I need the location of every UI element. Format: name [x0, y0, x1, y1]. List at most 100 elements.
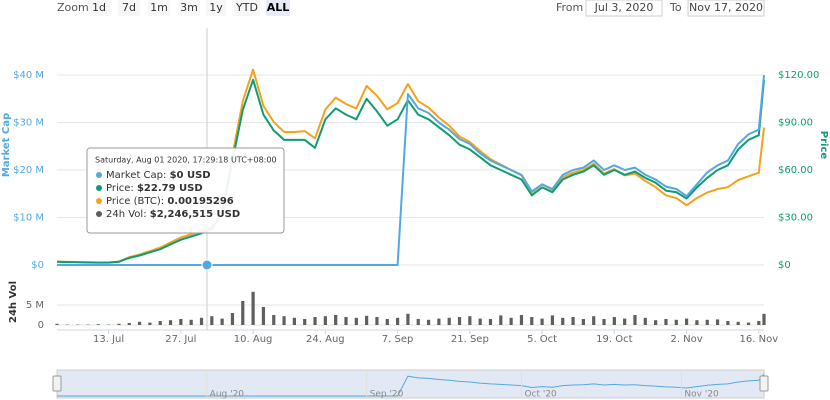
- zoom-button[interactable]: YTD: [234, 0, 260, 16]
- volume-bar: [746, 322, 751, 325]
- volume-bar: [762, 313, 766, 325]
- volume-bar: [220, 318, 224, 325]
- volume-bar: [210, 316, 214, 325]
- zoom-button-bg[interactable]: [88, 0, 110, 16]
- to-value: Nov 17, 2020: [689, 1, 763, 14]
- y2-axis-title: Price: [818, 131, 829, 160]
- zoom-button[interactable]: 3m: [178, 0, 200, 16]
- volume-bar: [654, 320, 658, 325]
- navigator-tick-label: Sep '20: [370, 390, 404, 400]
- zoom-button-label[interactable]: ALL: [267, 1, 290, 14]
- volume-bar: [406, 313, 410, 325]
- volume-bar: [736, 321, 740, 325]
- tooltip-date: Saturday, Aug 01 2020, 17:29:18 UTC+08:0…: [95, 156, 277, 165]
- tooltip-item-value: 0.00195296: [167, 196, 233, 207]
- x-tick-label: 10. Aug: [234, 334, 273, 345]
- zoom-button-bg[interactable]: [178, 0, 200, 16]
- zoom-button[interactable]: 7d: [118, 0, 140, 16]
- volume-bar: [251, 291, 255, 325]
- y-tick-label: $20 M: [13, 165, 44, 176]
- volume-bar: [179, 319, 183, 325]
- navigator-series: [57, 373, 765, 397]
- volume-bar: [540, 318, 544, 325]
- x-tick-label: 2. Nov: [670, 334, 702, 345]
- zoom-button-bg[interactable]: [234, 0, 260, 16]
- navigator-tick-label: Aug '20: [210, 390, 245, 400]
- volume-bar: [437, 318, 441, 325]
- x-tick-label: 16. Nov: [740, 334, 779, 345]
- zoom-button[interactable]: ALL: [266, 0, 290, 16]
- x-tick-label: 5. Oct: [527, 334, 557, 345]
- volume-bar: [96, 324, 100, 325]
- volume-bar: [168, 320, 173, 325]
- volume-bar: [695, 320, 699, 325]
- volume-bar: [137, 321, 142, 325]
- navigator-handle[interactable]: [759, 375, 769, 392]
- x-tick-label: 7. Sep: [382, 334, 414, 345]
- volume-bar: [623, 318, 627, 325]
- from-value: Jul 3, 2020: [594, 1, 654, 14]
- tooltip-item-value: $2,246,515 USD: [150, 209, 240, 220]
- zoom-button-bg[interactable]: [118, 0, 140, 16]
- volume-bar: [499, 315, 503, 325]
- to-input[interactable]: [687, 0, 765, 17]
- volume-bar: [334, 315, 338, 325]
- volume-bar: [199, 317, 204, 325]
- y2-tick-label: $0: [778, 260, 791, 271]
- volume-bar: [581, 319, 585, 325]
- zoom-button-label[interactable]: 1m: [150, 1, 168, 14]
- y-tick-label: $40 M: [13, 70, 44, 81]
- volume-bar: [117, 323, 121, 325]
- zoom-button-label[interactable]: 1d: [92, 1, 106, 14]
- volume-bar: [313, 317, 317, 325]
- y-tick-label: 5 M: [26, 300, 44, 311]
- volume-bar: [478, 318, 482, 325]
- zoom-button-bg[interactable]: [148, 0, 170, 16]
- volume-bar: [395, 317, 400, 325]
- volume-bar: [571, 317, 575, 325]
- volume-bar: [715, 319, 720, 325]
- from-input[interactable]: [585, 0, 663, 17]
- x-tick-label: 27. Jul: [165, 334, 196, 345]
- volume-bar: [426, 319, 431, 325]
- volume-bar: [292, 317, 296, 325]
- y2-tick-label: $60.00: [778, 165, 813, 176]
- zoom-button-bg[interactable]: [266, 0, 290, 16]
- y2-tick-label: $90.00: [778, 118, 813, 129]
- zoom-button-label[interactable]: 1y: [209, 1, 223, 14]
- volume-bar: [705, 319, 709, 325]
- volume-bar: [602, 319, 606, 325]
- volume-bar: [272, 315, 276, 325]
- volume-bar: [684, 318, 689, 325]
- volume-bar: [230, 313, 235, 325]
- zoom-button-label[interactable]: YTD: [235, 1, 258, 14]
- y2-tick-label: $30.00: [778, 213, 813, 224]
- volume-bar: [282, 316, 286, 325]
- volume-bar: [519, 315, 524, 325]
- zoom-button[interactable]: 1m: [148, 0, 170, 16]
- volume-bar: [354, 317, 358, 325]
- volume-bar: [468, 316, 472, 325]
- tooltip-item: Price: $22.79 USD: [106, 183, 203, 194]
- volume-bar: [416, 319, 420, 325]
- volume-bar: [375, 317, 379, 325]
- zoom-label: Zoom: [57, 1, 89, 14]
- navigator-handle[interactable]: [52, 375, 62, 392]
- tooltip-item-value: $0 USD: [170, 170, 211, 181]
- tooltip: Saturday, Aug 01 2020, 17:29:18 UTC+08:0…: [86, 147, 285, 234]
- tooltip-item: Price (BTC): 0.00195296: [106, 196, 234, 207]
- zoom-button[interactable]: 1y: [206, 0, 226, 16]
- zoom-button[interactable]: 1d: [88, 0, 110, 16]
- volume-bar: [55, 323, 59, 325]
- volume-bar: [241, 301, 245, 325]
- volume-bar: [323, 316, 327, 325]
- zoom-button-bg[interactable]: [206, 0, 226, 16]
- to-label: To: [669, 1, 682, 14]
- zoom-button-label[interactable]: 3m: [180, 1, 198, 14]
- from-label: From: [556, 1, 583, 14]
- hover-marker: [201, 259, 213, 271]
- zoom-button-label[interactable]: 7d: [122, 1, 136, 14]
- volume-bar: [550, 315, 555, 325]
- tooltip-item: 24h Vol: $2,246,515 USD: [106, 209, 240, 220]
- y2-tick-label: $120.00: [778, 70, 819, 81]
